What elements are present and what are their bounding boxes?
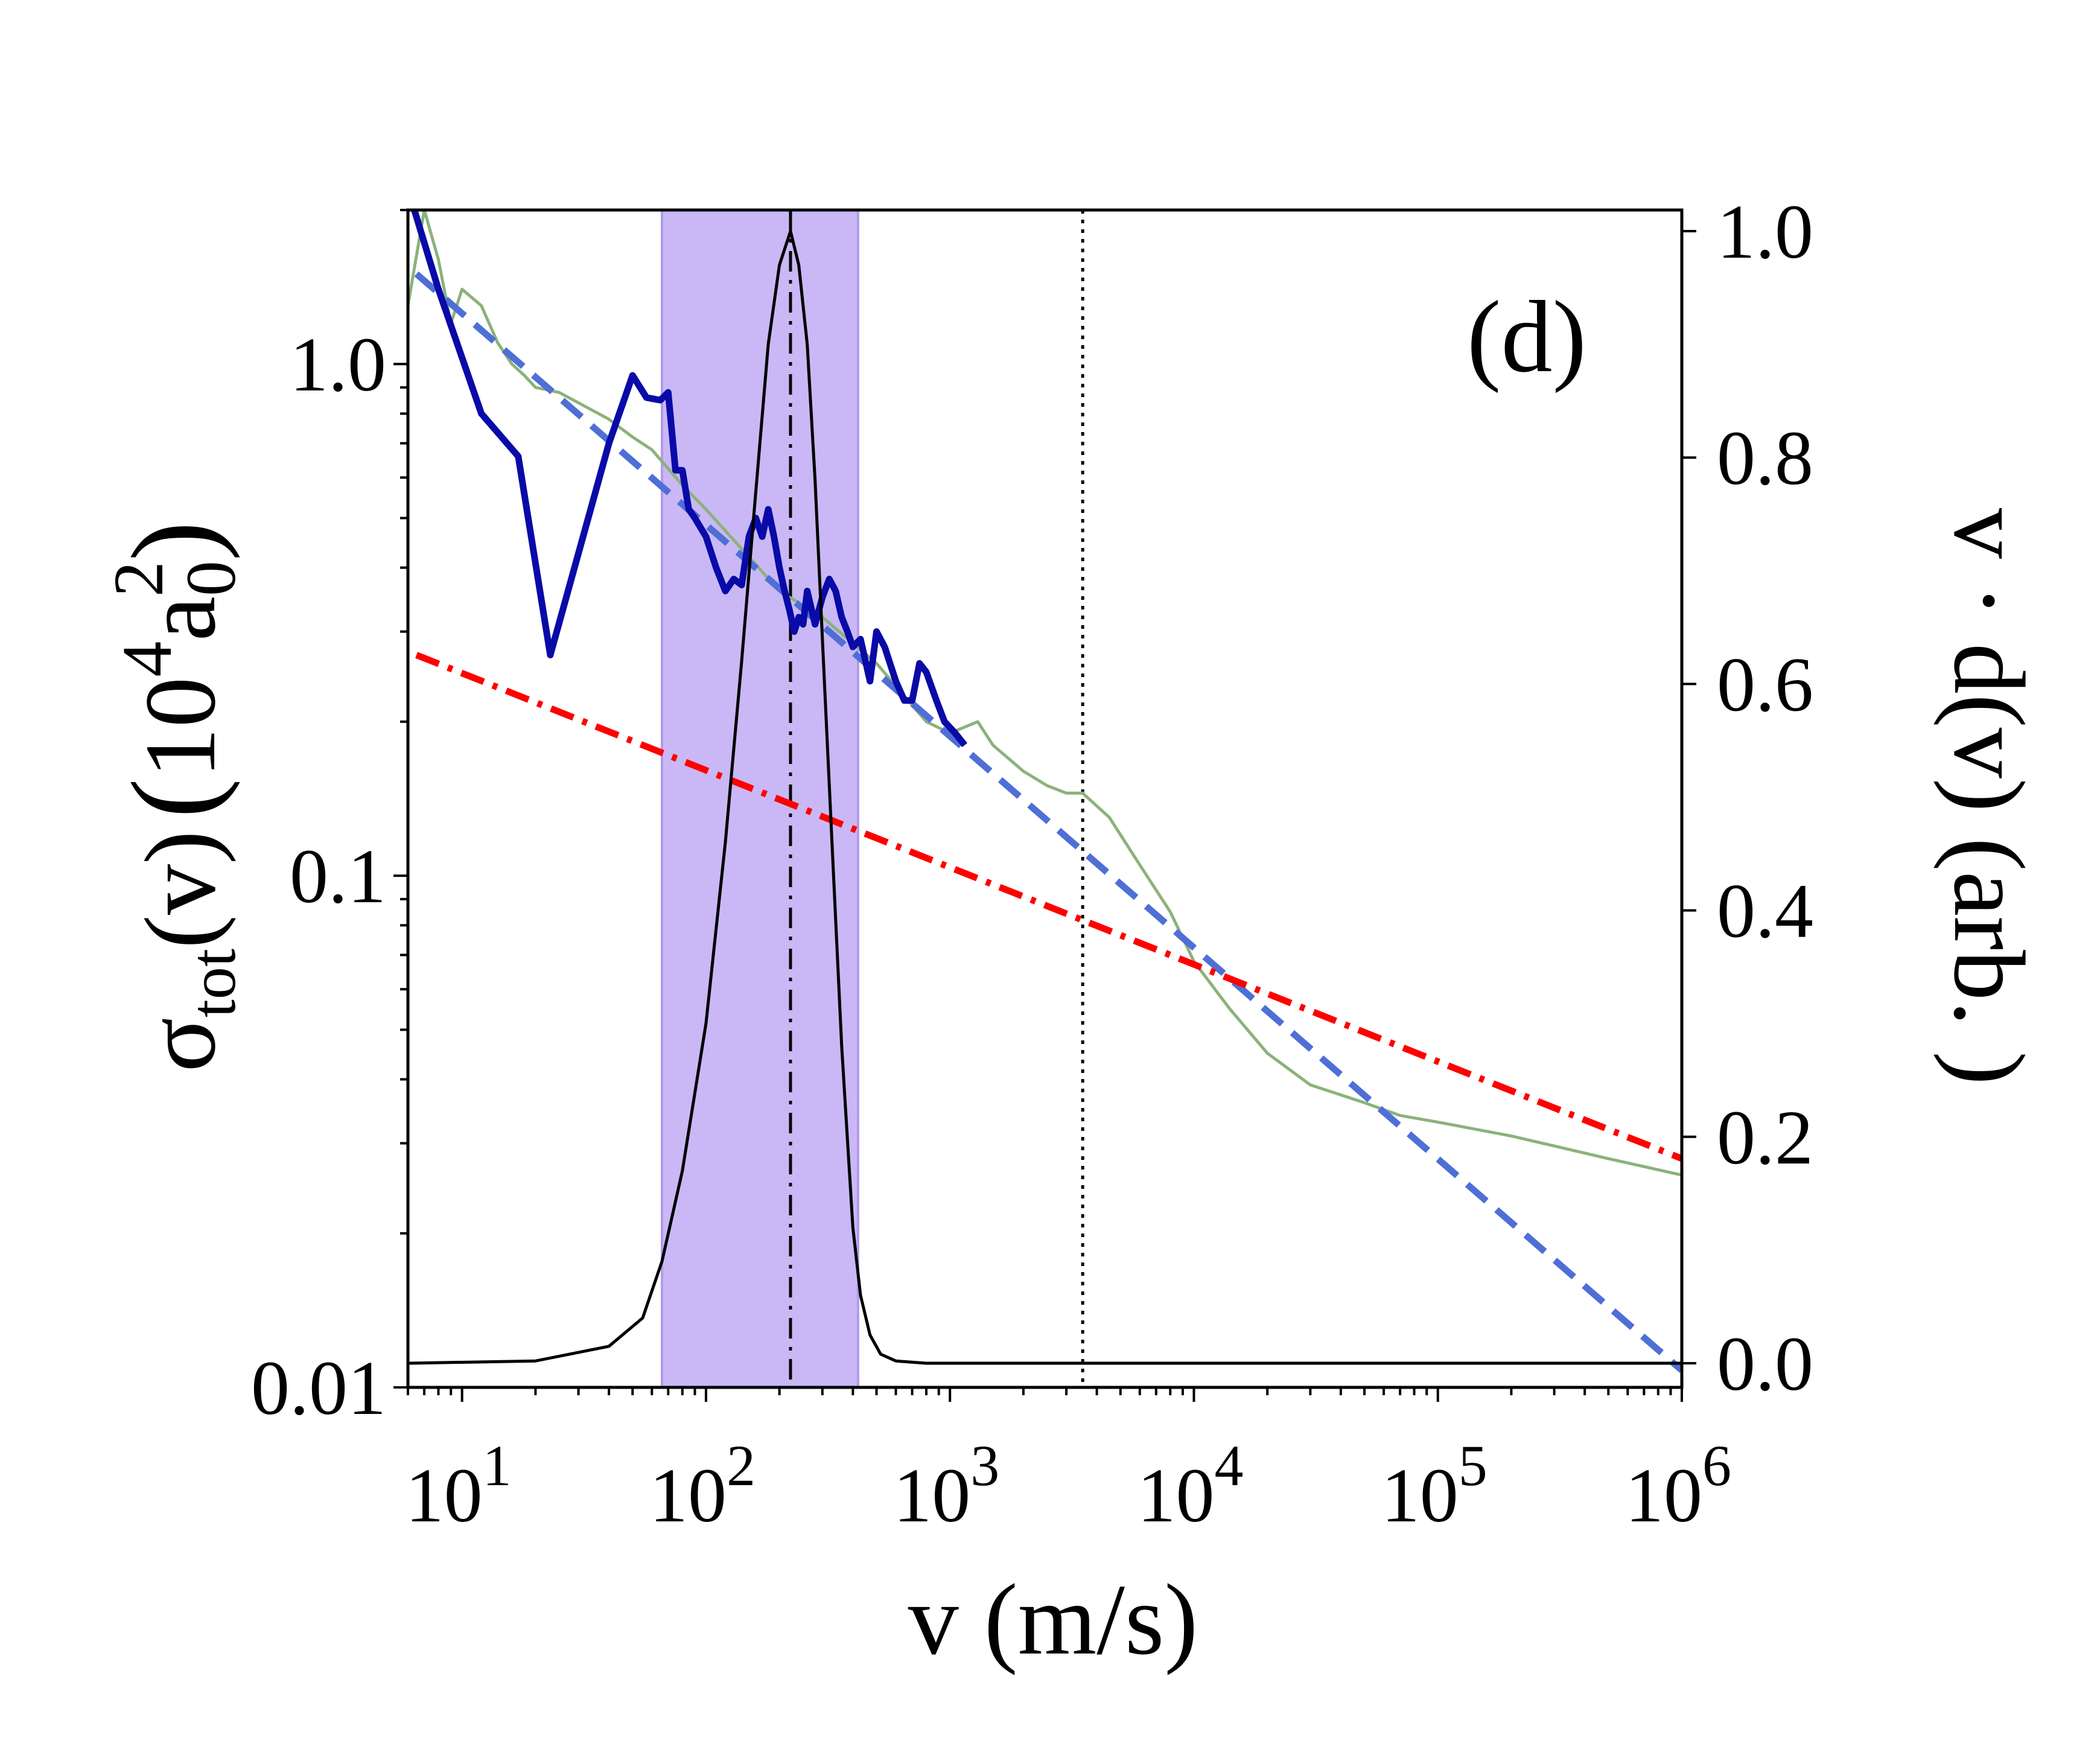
y-left-tick-label: 1.0 [290,322,386,407]
y-left-tick-label: 0.1 [290,833,386,919]
y-axis-title-left: σtot(v)(104a02) [99,521,250,1072]
y-left-tick-label: 0.01 [251,1345,386,1431]
ylabel-sub: tot [177,949,249,1017]
x-tick-label: 105 [1381,1433,1488,1538]
x-axis-title: v (m/s) [908,1564,1198,1676]
series-line-5 [408,229,1682,1365]
ylabel-unit-exp: 4 [107,641,186,677]
y-right-tick-label: 0.2 [1717,1095,1813,1180]
ylabel-rest: (v) [124,830,237,949]
plot-frame [406,208,1684,1389]
series-line-2 [415,652,1682,1162]
y-right-tick-label: 1.0 [1717,189,1813,275]
y-axis-title-right: v · d(v) (arb. ) [1933,508,2045,1085]
y-right-tick-label: 0.4 [1717,868,1813,954]
ylabel-unit-var-exp: 2 [99,561,178,597]
series-line-3 [410,210,967,748]
x-tick-label: 104 [1137,1433,1243,1538]
y-axis-title-left-text: σtot(v)(104a02) [99,521,250,1072]
ylabel-unit-var-sub: 0 [171,561,250,596]
series-line-1 [414,271,1682,1373]
ylabel-unit-var: a [124,596,237,641]
x-tick-label: 101 [406,1433,512,1538]
x-tick-label: 102 [649,1433,756,1538]
shaded-band [660,210,859,1387]
y-right-tick-label: 0.0 [1717,1321,1813,1407]
ylabel-unit-base: 10 [124,677,237,778]
y-right-tick-label: 0.6 [1717,641,1813,727]
panel-label: (d) [1467,280,1586,393]
ylabel-sigma: σ [124,1017,237,1072]
x-tick-label: 106 [1625,1433,1731,1538]
y-right-tick-label: 0.8 [1717,415,1813,501]
x-tick-label: 103 [893,1433,999,1538]
